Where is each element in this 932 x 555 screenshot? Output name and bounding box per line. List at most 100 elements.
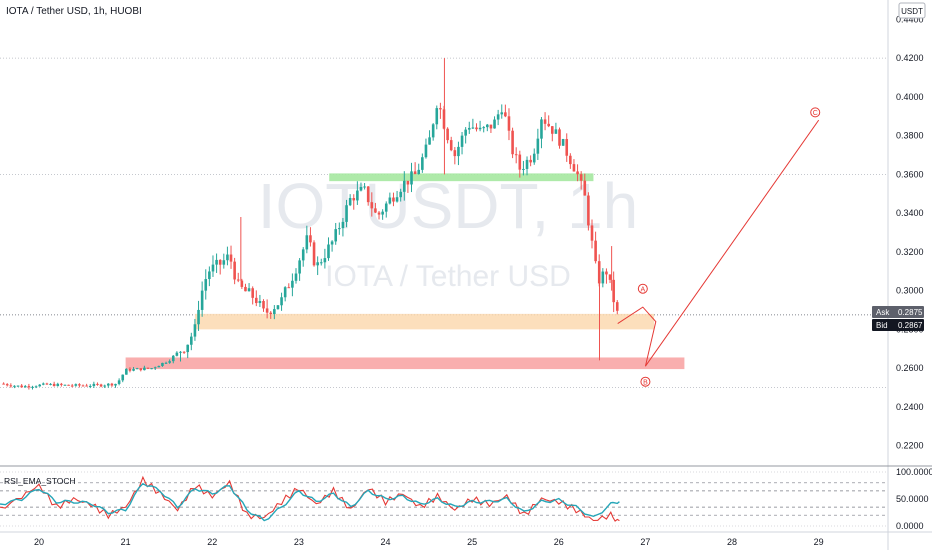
candle-body[interactable] (88, 385, 92, 387)
candle-body[interactable] (273, 309, 276, 315)
candle-body[interactable] (550, 126, 554, 134)
candle-body[interactable] (601, 271, 605, 284)
candle-body[interactable] (294, 273, 298, 281)
candle-body[interactable] (179, 351, 182, 353)
candle-body[interactable] (366, 186, 370, 203)
candle-body[interactable] (208, 271, 211, 280)
candle-body[interactable] (49, 383, 52, 385)
candle-body[interactable] (330, 241, 334, 245)
candle-body[interactable] (276, 305, 280, 310)
candle-body[interactable] (478, 127, 482, 130)
candle-body[interactable] (197, 309, 200, 325)
candle-body[interactable] (565, 139, 569, 156)
candle-body[interactable] (280, 297, 283, 306)
candles-layer[interactable] (2, 58, 619, 390)
candle-body[interactable] (233, 261, 236, 280)
candle-body[interactable] (38, 384, 42, 387)
candle-body[interactable] (514, 154, 518, 156)
candle-body[interactable] (31, 386, 34, 388)
candle-body[interactable] (334, 229, 338, 242)
candle-body[interactable] (13, 385, 16, 387)
candle-body[interactable] (439, 108, 442, 110)
candle-body[interactable] (204, 279, 208, 291)
candle-body[interactable] (143, 367, 146, 371)
candle-body[interactable] (532, 153, 536, 163)
candle-body[interactable] (168, 361, 171, 363)
candle-body[interactable] (590, 225, 594, 241)
candle-body[interactable] (446, 128, 449, 141)
candle-body[interactable] (525, 159, 529, 169)
candle-body[interactable] (301, 249, 305, 261)
candle-body[interactable] (60, 383, 63, 385)
candle-body[interactable] (460, 135, 464, 147)
wave-label-b[interactable]: B (640, 376, 651, 387)
candle-body[interactable] (417, 169, 421, 175)
oscillator-series-line[interactable] (0, 482, 620, 522)
wave-label-c[interactable]: C (810, 107, 821, 118)
candle-body[interactable] (218, 259, 222, 265)
wave-projection-line[interactable] (617, 119, 820, 367)
candle-body[interactable] (312, 242, 316, 266)
candle-body[interactable] (421, 157, 424, 170)
candle-body[interactable] (381, 211, 384, 215)
candle-body[interactable] (615, 302, 619, 311)
candle-body[interactable] (475, 127, 478, 130)
candle-body[interactable] (190, 336, 193, 345)
candle-body[interactable] (309, 235, 312, 243)
candle-body[interactable] (298, 260, 301, 274)
candle-body[interactable] (81, 385, 85, 387)
candle-body[interactable] (597, 261, 601, 284)
candle-body[interactable] (74, 384, 78, 386)
candle-body[interactable] (374, 208, 377, 213)
candle-body[interactable] (536, 138, 540, 154)
candle-body[interactable] (583, 180, 587, 196)
candle-body[interactable] (518, 154, 522, 170)
candle-body[interactable] (229, 254, 233, 262)
candle-body[interactable] (193, 324, 197, 337)
candle-body[interactable] (370, 202, 374, 209)
currency-button[interactable]: USDT (898, 2, 926, 19)
oscillator-layer[interactable] (0, 471, 888, 527)
candle-body[interactable] (23, 386, 27, 388)
candle-body[interactable] (327, 244, 330, 259)
candle-body[interactable] (215, 259, 218, 265)
candle-body[interactable] (605, 271, 608, 275)
candle-body[interactable] (236, 279, 240, 281)
candle-body[interactable] (161, 362, 164, 366)
candle-body[interactable] (262, 300, 265, 309)
candle-body[interactable] (558, 129, 561, 146)
candle-body[interactable] (135, 368, 139, 370)
candle-body[interactable] (348, 198, 352, 206)
candle-body[interactable] (453, 150, 457, 157)
candle-body[interactable] (467, 127, 471, 130)
candle-body[interactable] (146, 367, 150, 369)
candle-body[interactable] (9, 385, 13, 387)
candle-body[interactable] (377, 212, 381, 215)
candle-body[interactable] (486, 124, 489, 128)
candle-body[interactable] (16, 385, 20, 387)
candle-body[interactable] (34, 386, 38, 388)
wave-label-a[interactable]: A (637, 283, 648, 294)
candle-body[interactable] (139, 368, 143, 371)
candle-body[interactable] (150, 368, 153, 370)
candle-body[interactable] (341, 221, 345, 229)
candle-body[interactable] (186, 344, 190, 353)
candle-body[interactable] (471, 127, 475, 129)
candle-body[interactable] (399, 191, 402, 198)
candle-body[interactable] (406, 180, 410, 185)
candle-body[interactable] (157, 365, 161, 368)
candle-body[interactable] (269, 312, 273, 315)
candle-body[interactable] (175, 352, 179, 356)
candle-body[interactable] (522, 168, 525, 170)
candle-body[interactable] (265, 308, 269, 313)
candle-body[interactable] (402, 180, 406, 192)
candle-body[interactable] (63, 384, 67, 386)
candle-body[interactable] (507, 116, 511, 131)
candle-body[interactable] (254, 297, 258, 304)
candle-body[interactable] (114, 383, 117, 386)
candle-body[interactable] (200, 290, 204, 310)
candle-body[interactable] (305, 235, 309, 250)
candle-body[interactable] (608, 274, 612, 280)
candle-body[interactable] (457, 146, 460, 157)
candle-body[interactable] (20, 385, 23, 388)
